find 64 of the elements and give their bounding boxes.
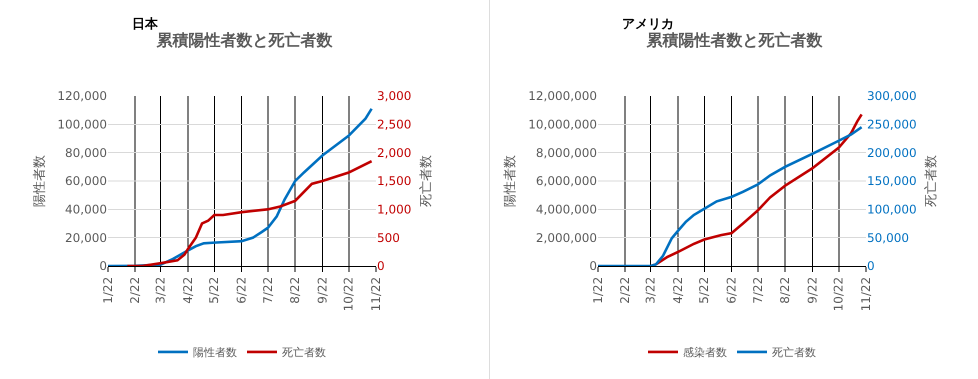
x-tick-label: 8/22 bbox=[288, 276, 302, 304]
legend-label: 死亡者数 bbox=[282, 346, 326, 360]
y2-tick-label: 250,000 bbox=[867, 118, 917, 132]
chart-title: 累積陽性者数と死亡者数 bbox=[646, 30, 824, 50]
y-tick-label: 60,000 bbox=[65, 174, 107, 188]
y2-tick-label: 0 bbox=[377, 259, 385, 274]
text: 日本 bbox=[132, 17, 159, 32]
y-tick-label: 8,000,000 bbox=[536, 146, 597, 160]
y2-tick-label: 2,000 bbox=[377, 146, 412, 160]
y2-axis-title: 死亡者数 bbox=[923, 155, 940, 207]
legend-label: 陽性者数 bbox=[193, 346, 237, 360]
legend-label: 死亡者数 bbox=[772, 346, 816, 360]
y2-tick-label: 300,000 bbox=[867, 89, 917, 104]
y-axis-title: 陽性者数 bbox=[503, 155, 518, 207]
x-tick-label: 4/22 bbox=[670, 276, 685, 304]
y2-tick-label: 100,000 bbox=[867, 202, 917, 217]
x-tick-label: 3/22 bbox=[154, 276, 168, 304]
y-tick-label: 10,000,000 bbox=[528, 118, 597, 132]
y2-tick-label: 0 bbox=[867, 259, 875, 274]
y2-tick-label: 1,000 bbox=[377, 202, 412, 217]
x-tick-label: 1/22 bbox=[590, 276, 605, 304]
x-tick-label: 6/22 bbox=[234, 276, 248, 304]
x-tick-label: 3/22 bbox=[644, 276, 658, 304]
line-series bbox=[126, 160, 373, 266]
x-tick-label: 4/22 bbox=[180, 276, 195, 304]
x-tick-label: 6/22 bbox=[724, 276, 738, 304]
y-tick-label: 0 bbox=[99, 259, 107, 274]
y2-tick-label: 1,500 bbox=[377, 174, 412, 188]
y2-tick-label: 200,000 bbox=[867, 146, 917, 160]
y2-tick-label: 150,000 bbox=[867, 174, 917, 188]
y-tick-label: 2,000,000 bbox=[536, 230, 597, 245]
legend-label: 感染者数 bbox=[683, 346, 727, 360]
y2-tick-label: 2,500 bbox=[377, 118, 412, 132]
x-tick-label: 11/22 bbox=[368, 276, 383, 312]
x-tick-label: 7/22 bbox=[260, 276, 275, 304]
line-series bbox=[598, 126, 863, 266]
y-tick-label: 40,000 bbox=[65, 202, 107, 217]
x-tick-label: 9/22 bbox=[315, 276, 330, 304]
y2-tick-label: 3,000 bbox=[377, 89, 412, 104]
y-tick-label: 12,000,000 bbox=[528, 89, 597, 104]
text: アメリカ bbox=[622, 17, 674, 32]
y-tick-label: 6,000,000 bbox=[536, 174, 597, 188]
x-tick-label: 10/22 bbox=[342, 276, 356, 312]
y-axis-title: 陽性者数 bbox=[32, 155, 48, 207]
chart-title: 累積陽性者数と死亡者数 bbox=[156, 30, 334, 50]
x-tick-label: 7/22 bbox=[750, 276, 765, 304]
x-tick-label: 8/22 bbox=[778, 276, 792, 304]
x-tick-label: 10/22 bbox=[832, 276, 846, 312]
y-tick-label: 20,000 bbox=[65, 230, 107, 245]
x-tick-label: 11/22 bbox=[858, 276, 873, 312]
x-tick-label: 5/22 bbox=[697, 276, 712, 304]
y-tick-label: 4,000,000 bbox=[536, 202, 597, 217]
y-tick-label: 120,000 bbox=[57, 89, 107, 104]
y-tick-label: 0 bbox=[589, 259, 597, 274]
x-tick-label: 1/22 bbox=[100, 276, 115, 304]
y2-tick-label: 50,000 bbox=[867, 230, 909, 245]
y2-axis-title: 死亡者数 bbox=[418, 155, 434, 207]
x-tick-label: 5/22 bbox=[207, 276, 222, 304]
x-tick-label: 2/22 bbox=[128, 276, 142, 304]
y-tick-label: 100,000 bbox=[57, 118, 107, 132]
y-tick-label: 80,000 bbox=[65, 146, 107, 160]
y2-tick-label: 500 bbox=[377, 230, 400, 245]
x-tick-label: 2/22 bbox=[618, 276, 632, 304]
x-tick-label: 9/22 bbox=[805, 276, 820, 304]
